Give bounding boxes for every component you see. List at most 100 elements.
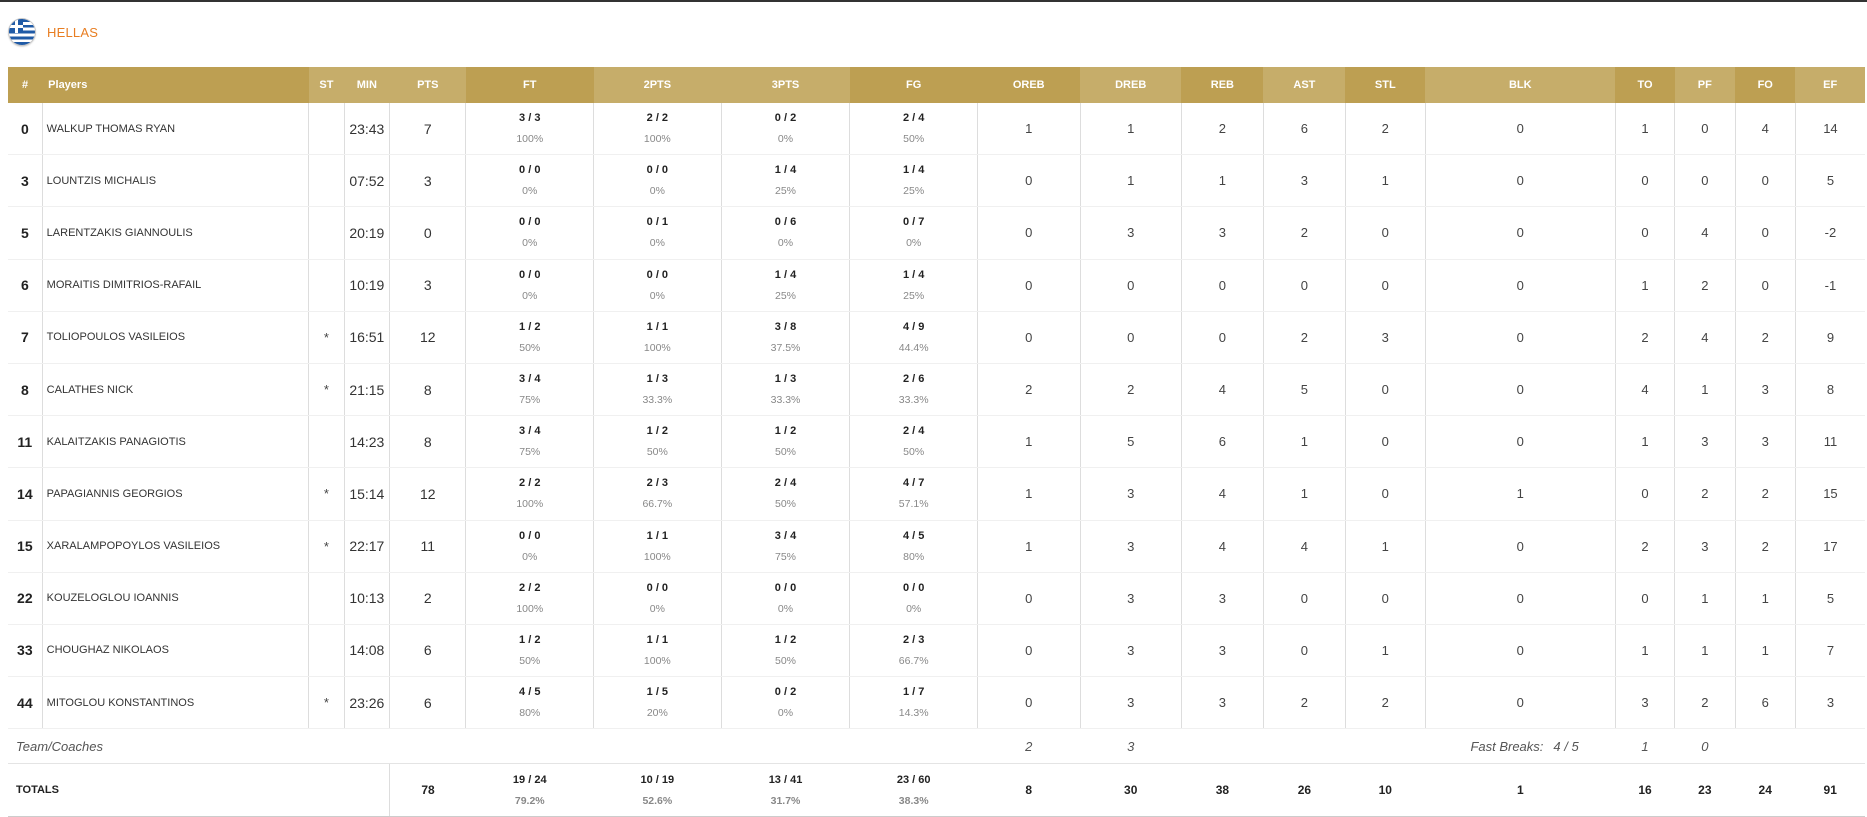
player-2-pointers-pct: 66.7% [642, 498, 673, 511]
player-2-pointers-pct: 50% [646, 446, 668, 459]
player-row[interactable]: 3 LOUNTZIS MICHALIS 07:52 3 0 / 0 0% 0 / 0 0% 1 … [8, 154, 1865, 208]
player-turnovers: 0 [1614, 206, 1675, 260]
team-name[interactable]: HELLAS [47, 24, 99, 40]
player-name[interactable]: KALAITZAKIS PANAGIOTIS [41, 415, 309, 469]
player-turnovers: 1 [1614, 624, 1675, 678]
player-rebounds: 0 [1180, 311, 1264, 364]
player-row[interactable]: 11 KALAITZAKIS PANAGIOTIS 14:23 8 3 / 4 75% 1 … [8, 415, 1865, 469]
header-row: # Players ST MIN PTS FT 2PTS 3PTS FG ORE… [8, 67, 1865, 103]
player-assists: 2 [1262, 676, 1346, 730]
player-name[interactable]: TOLIOPOULOS VASILEIOS [41, 311, 309, 364]
column-header[interactable]: TO [1615, 67, 1675, 103]
column-header[interactable]: MIN [344, 67, 390, 103]
column-header[interactable]: Players [42, 67, 309, 103]
player-starter: * [308, 363, 345, 417]
player-points: 3 [389, 154, 466, 208]
player-field-goals: 1 / 4 [902, 164, 925, 177]
player-efficiency: 17 [1794, 520, 1865, 573]
player-blocks: 1 [1424, 467, 1616, 521]
column-header[interactable]: FO [1735, 67, 1796, 103]
player-name[interactable]: WALKUP THOMAS RYAN [41, 103, 309, 156]
player-fouls-on: 0 [1734, 206, 1796, 260]
column-header[interactable]: ST [308, 67, 345, 103]
player-2-pointers-pct: 33.3% [642, 394, 673, 407]
player-free-throws: 0 / 0 [519, 529, 541, 542]
player-starter: * [308, 520, 345, 573]
player-efficiency: 11 [1794, 415, 1865, 469]
player-assists: 2 [1262, 206, 1346, 260]
totals-oreb: 8 [977, 763, 1080, 817]
player-offensive-rebounds: 0 [976, 676, 1080, 730]
player-3-pointers-pct: 50% [775, 446, 797, 459]
column-header[interactable]: PTS [389, 67, 466, 103]
column-header[interactable]: FT [465, 67, 594, 103]
column-header[interactable]: AST [1263, 67, 1346, 103]
player-free-throws-pct: 0% [522, 550, 538, 563]
totals-ast: 26 [1263, 763, 1346, 817]
player-name[interactable]: XARALAMPOPOYLOS VASILEIOS [41, 520, 309, 573]
column-header[interactable]: PF [1674, 67, 1736, 103]
player-steals: 1 [1344, 154, 1426, 208]
player-free-throws: 0 / 0 [519, 268, 541, 281]
column-header[interactable]: 3PTS [721, 67, 850, 103]
player-steals: 0 [1344, 206, 1426, 260]
player-3-pointers: 3 / 4 [774, 529, 797, 542]
player-name[interactable]: LARENTZAKIS GIANNOULIS [41, 206, 309, 260]
player-personal-fouls: 1 [1674, 572, 1736, 625]
player-2-pointers-pct: 0% [649, 237, 665, 250]
column-header[interactable]: STL [1345, 67, 1426, 103]
player-row[interactable]: 7 TOLIOPOULOS VASILEIOS * 16:51 12 1 / 2 50% 1 … [8, 311, 1865, 364]
player-name[interactable]: MITOGLOU KONSTANTINOS [41, 676, 309, 730]
column-header[interactable]: 2PTS [593, 67, 722, 103]
player-minutes: 10:13 [343, 572, 390, 625]
player-starter [308, 415, 345, 469]
player-2-pointers: 0 / 0 [646, 164, 669, 177]
player-row[interactable]: 5 LARENTZAKIS GIANNOULIS 20:19 0 0 / 0 0% 0 / … [8, 206, 1865, 260]
player-row[interactable]: 6 MORAITIS DIMITRIOS-RAFAIL 10:19 3 0 / 0 0% 0… [8, 259, 1865, 312]
player-rebounds: 0 [1180, 259, 1264, 312]
team-header: HELLAS [9, 17, 98, 47]
player-defensive-rebounds: 3 [1079, 624, 1182, 678]
player-free-throws: 0 / 0 [519, 164, 541, 177]
totals-fg: 23 / 60 [896, 773, 931, 786]
player-name[interactable]: KOUZELOGLOU IOANNIS [41, 572, 309, 625]
player-row[interactable]: 44 MITOGLOU KONSTANTINOS * 23:26 6 4 / 5 80% 1 … [8, 676, 1865, 730]
totals-3pts: 13 / 41 [768, 773, 803, 786]
player-row[interactable]: 22 KOUZELOGLOU IOANNIS 10:13 2 2 / 2 100% 0 / … [8, 572, 1865, 625]
player-rebounds: 4 [1180, 363, 1264, 417]
column-header[interactable]: FG [849, 67, 978, 103]
player-2-pointers-pct: 100% [643, 341, 671, 354]
player-name[interactable]: CALATHES NICK [41, 363, 309, 417]
player-3-pointers: 1 / 2 [774, 425, 797, 438]
column-header[interactable]: EF [1795, 67, 1865, 103]
player-2-pointers: 0 / 0 [646, 581, 669, 594]
column-header[interactable]: OREB [977, 67, 1080, 103]
column-header[interactable]: REB [1181, 67, 1264, 103]
boxscore-table-container: # Players ST MIN PTS FT 2PTS 3PTS FG ORE… [8, 67, 1865, 817]
player-row[interactable]: 8 CALATHES NICK * 21:15 8 3 / 4 75% 1 / 3 33.3% 1… [8, 363, 1865, 417]
player-personal-fouls: 3 [1674, 520, 1736, 573]
player-blocks: 0 [1424, 520, 1616, 573]
team-coaches-label: Team/Coaches [16, 738, 103, 754]
player-field-goals-pct: 80% [903, 550, 925, 563]
player-name[interactable]: CHOUGHAZ NIKOLAOS [41, 624, 309, 678]
totals-2pts-pct: 52.6% [642, 794, 673, 807]
player-row[interactable]: 14 PAPAGIANNIS GEORGIOS * 15:14 12 2 / 2 100% 2… [8, 467, 1865, 521]
player-assists: 3 [1262, 154, 1346, 208]
player-row[interactable]: 15 XARALAMPOPOYLOS VASILEIOS * 22:17 11 0 / 0… [8, 520, 1865, 573]
player-name[interactable]: PAPAGIANNIS GEORGIOS [41, 467, 309, 521]
player-fouls-on: 2 [1734, 467, 1796, 521]
player-name[interactable]: MORAITIS DIMITRIOS-RAFAIL [41, 259, 309, 312]
column-header[interactable]: BLK [1425, 67, 1616, 103]
column-header[interactable]: DREB [1080, 67, 1182, 103]
player-defensive-rebounds: 3 [1079, 676, 1182, 730]
player-name[interactable]: LOUNTZIS MICHALIS [41, 154, 309, 208]
player-points: 0 [389, 206, 466, 260]
player-row[interactable]: 33 CHOUGHAZ NIKOLAOS 14:08 6 1 / 2 50% 1 / 1 10… [8, 624, 1865, 678]
player-2-pointers-pct: 0% [649, 289, 665, 302]
player-offensive-rebounds: 0 [976, 572, 1080, 625]
player-free-throws-pct: 100% [516, 498, 544, 511]
player-defensive-rebounds: 1 [1079, 103, 1182, 156]
